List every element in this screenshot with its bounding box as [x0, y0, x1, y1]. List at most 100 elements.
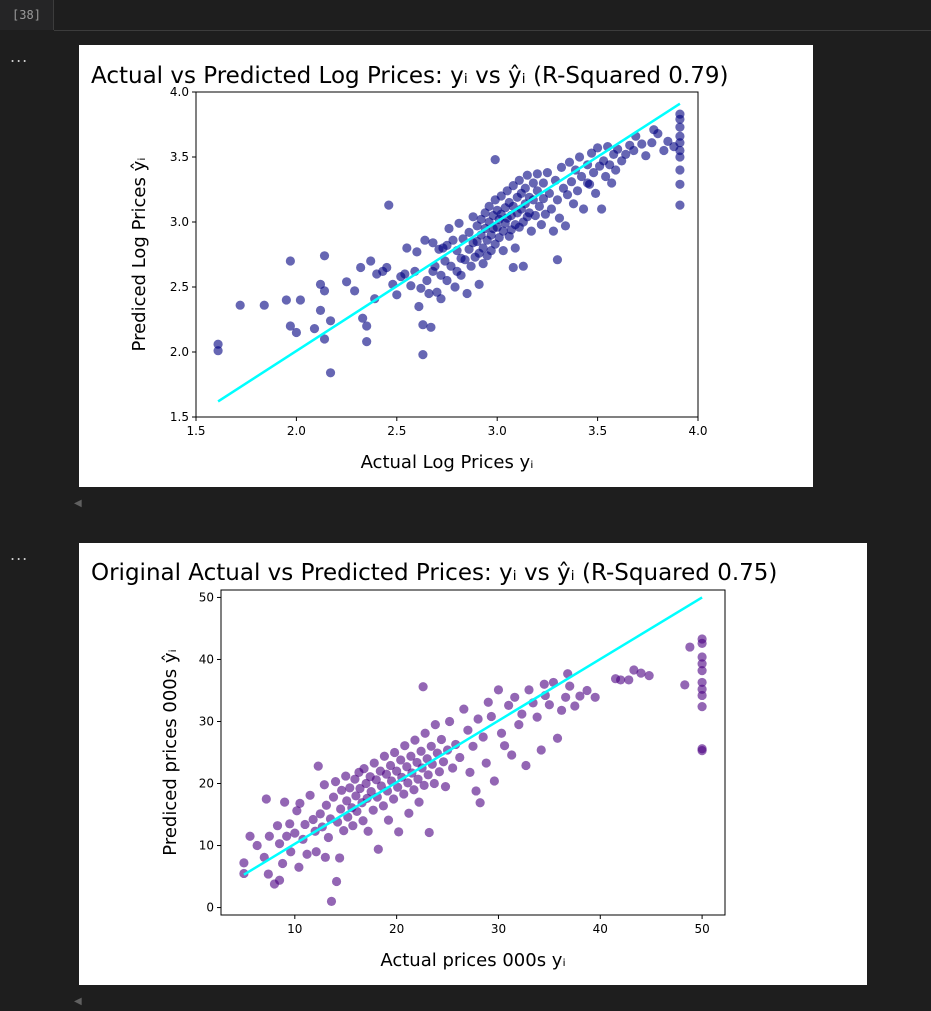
data-point [315, 809, 325, 819]
data-point [383, 815, 394, 825]
data-point [422, 275, 432, 286]
cell-input-area[interactable] [54, 0, 931, 31]
data-point [526, 226, 536, 236]
data-point [522, 170, 532, 180]
data-point [358, 816, 368, 826]
data-point [510, 243, 520, 253]
data-point [406, 751, 416, 761]
y-axis-label: Prediced prices 000s ŷᵢ [160, 649, 181, 855]
scatter-chart-original-prices: Original Actual vs Predicted Prices: yᵢ … [91, 560, 777, 971]
data-point [319, 780, 329, 790]
data-point [436, 294, 446, 304]
data-point [412, 247, 422, 257]
data-point [675, 152, 685, 162]
fit-line [243, 596, 703, 876]
data-point [554, 213, 565, 223]
data-point [320, 852, 330, 862]
data-point [410, 735, 420, 745]
data-point [319, 251, 330, 261]
data-point [350, 286, 360, 296]
y-tick-label: 3.5 [170, 150, 189, 164]
data-point [342, 796, 352, 806]
data-point [309, 324, 320, 334]
data-point [252, 840, 262, 851]
data-point [507, 750, 517, 760]
data-point [675, 165, 685, 175]
data-point [280, 797, 290, 807]
data-point [418, 350, 428, 360]
data-point [546, 204, 557, 214]
data-point [281, 295, 291, 305]
data-point [502, 186, 512, 196]
data-point [481, 758, 491, 768]
y-tick-label: 4.0 [170, 85, 189, 99]
data-point [468, 212, 478, 222]
data-point [420, 235, 430, 245]
data-point [613, 144, 623, 154]
data-point [524, 685, 534, 695]
data-point [611, 165, 621, 175]
data-point [366, 786, 376, 797]
data-point [239, 858, 249, 868]
data-point [388, 794, 399, 804]
data-point [323, 832, 334, 843]
data-point [621, 149, 631, 159]
data-point [436, 270, 446, 280]
data-point [245, 831, 255, 841]
data-point [308, 814, 318, 825]
data-point [498, 246, 508, 256]
data-point [478, 259, 488, 269]
data-point [343, 812, 353, 822]
data-point [556, 705, 567, 715]
data-point [675, 138, 685, 148]
y-tick-label: 1.5 [170, 410, 189, 424]
scroll-left-arrow-2[interactable]: ◀ [74, 996, 82, 1007]
data-point [490, 155, 500, 165]
data-point [291, 327, 301, 338]
data-point [518, 261, 528, 271]
data-point [278, 858, 288, 869]
output-more-button-1[interactable]: ... [10, 47, 29, 66]
data-point [406, 281, 416, 291]
data-point [295, 295, 306, 305]
data-point [392, 290, 402, 300]
data-point [471, 786, 481, 796]
y-tick-label: 3.0 [170, 215, 189, 229]
x-axis-label: Actual prices 000s yᵢ [380, 950, 565, 971]
x-axis-label: Actual Log Prices yᵢ [361, 452, 534, 473]
data-point [418, 320, 428, 330]
data-point [649, 125, 659, 135]
data-point [416, 283, 426, 293]
data-point [629, 145, 639, 156]
data-point [235, 300, 245, 310]
scroll-left-arrow-1[interactable]: ◀ [74, 498, 82, 509]
data-point [440, 256, 450, 266]
data-point [582, 685, 592, 696]
data-point [463, 725, 473, 735]
data-point [285, 321, 295, 331]
data-point [394, 827, 404, 837]
data-point [517, 709, 527, 719]
data-point [444, 716, 455, 727]
data-point [337, 785, 347, 795]
data-point [508, 181, 518, 191]
data-point [321, 800, 331, 810]
data-point [536, 745, 546, 755]
data-point [328, 792, 339, 802]
data-point [325, 316, 336, 326]
data-point [448, 235, 458, 245]
data-point [540, 209, 550, 219]
data-point [213, 346, 223, 356]
data-point [542, 168, 552, 178]
data-point [440, 782, 451, 792]
output-more-button-2[interactable]: ... [10, 545, 29, 564]
data-point [424, 827, 434, 838]
data-point [504, 700, 514, 710]
data-point [560, 221, 571, 231]
data-point [552, 255, 563, 265]
data-point [399, 789, 409, 799]
data-point [697, 677, 707, 688]
data-point [552, 195, 563, 205]
data-point [373, 844, 383, 854]
data-point [381, 769, 392, 779]
